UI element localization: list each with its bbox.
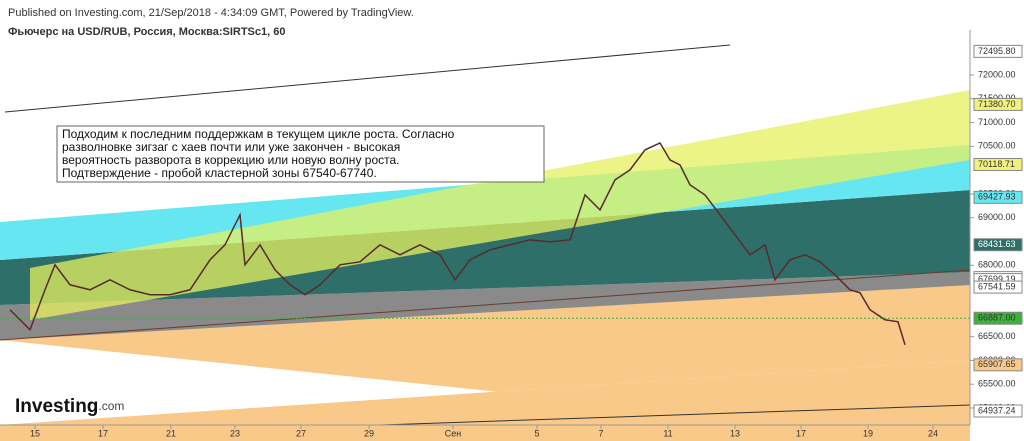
y-tick-label: 69000.00	[978, 212, 1016, 222]
level-label: 72495.80	[978, 46, 1016, 56]
level-box	[973, 311, 1023, 325]
x-tick-label: 29	[364, 428, 374, 438]
yellow-channel	[30, 90, 970, 320]
x-tick-label: 23	[230, 428, 240, 438]
published: Published on Investing.com, 21/Sep/2018 …	[8, 7, 414, 19]
price-line	[9, 141, 906, 345]
x-tick-label: 7	[598, 428, 603, 438]
level-label: 65907.65	[978, 359, 1016, 369]
channels	[0, 44, 971, 441]
level-label: 67541.59	[978, 281, 1016, 291]
x-tick-label: 17	[796, 428, 806, 438]
annotation-line: разволновке зигзаг с хаев почти или уже …	[62, 140, 400, 154]
level-label: 69427.93	[978, 192, 1016, 202]
x-tick-label: 13	[730, 428, 740, 438]
annotation-line: вероятность разворота в коррекцию или но…	[62, 153, 400, 167]
logo: Investing.com	[15, 396, 124, 417]
level-box	[973, 404, 1023, 418]
x-tick-label: 17	[98, 428, 108, 438]
y-tick-label: 65500.00	[978, 379, 1016, 389]
orange-channel-low	[0, 360, 970, 441]
trend-line	[4, 44, 731, 113]
level-label: 70118.71	[978, 159, 1015, 169]
level-box	[973, 190, 1023, 204]
level-label: 71380.70	[978, 99, 1016, 109]
x-tick-label: 24	[928, 428, 938, 438]
level-box	[973, 157, 1023, 171]
x-tick-label: 11	[663, 428, 672, 438]
y-tick-label: 72000.00	[978, 69, 1016, 79]
y-tick-label: 68000.00	[978, 260, 1016, 270]
trend-line	[379, 404, 971, 426]
x-tick-label: 27	[296, 428, 306, 438]
level-label: 66887.00	[978, 313, 1016, 323]
y-tick-label: 66500.00	[978, 331, 1016, 341]
level-box	[973, 358, 1023, 372]
trend-line	[0, 269, 971, 341]
orange-channel	[0, 270, 970, 441]
y-tick-label: 71000.00	[978, 117, 1016, 127]
annotation-line: Подтверждение - пробой кластерной зоны 6…	[62, 166, 377, 180]
level-label: 67699.19	[978, 274, 1016, 284]
annotation-line: Подходим к последним поддержкам в текуще…	[62, 127, 455, 141]
level-label: 64937.24	[978, 405, 1016, 415]
x-tick-label: 21	[166, 428, 176, 438]
annotation-box	[56, 125, 545, 183]
x-tick-label: 19	[863, 428, 873, 438]
level-box	[973, 238, 1023, 252]
x-tick-label: 15	[30, 428, 40, 438]
level-box	[973, 44, 1023, 58]
level-label: 68431.63	[978, 239, 1016, 249]
level-box	[973, 97, 1023, 111]
x-tick-label: Сен	[445, 428, 462, 438]
symbol: Фьючерс на USD/RUB, Россия, Москва:SIRTS…	[8, 26, 285, 38]
level-box	[973, 280, 1023, 294]
x-tick-label: 5	[534, 428, 539, 438]
y-tick-label: 70500.00	[978, 141, 1016, 151]
